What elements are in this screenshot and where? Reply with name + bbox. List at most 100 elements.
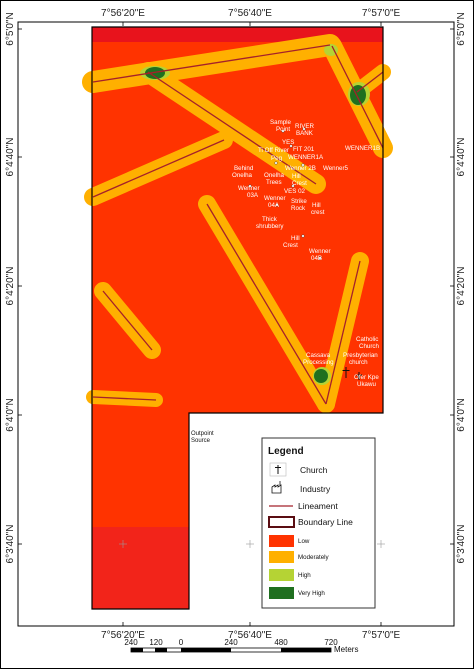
site-label: Crest xyxy=(283,242,298,249)
legend-title: Legend xyxy=(268,446,304,457)
site-labels: Sample Point RIVER BANK YES Ti Off River F… xyxy=(232,119,380,388)
site-label: Hill xyxy=(312,202,321,209)
outpoint-label: Outpoint Source xyxy=(191,431,214,444)
coord-label-left: 6°4'0"N xyxy=(5,398,16,431)
site-label: FIT 201 xyxy=(293,146,315,153)
site-label: Onelha xyxy=(232,172,253,179)
site-label: 04B xyxy=(311,255,322,262)
scale-units: Meters xyxy=(334,645,358,654)
site-label: WENNER1B xyxy=(345,145,380,152)
scale-tick-label: 120 xyxy=(149,638,163,647)
coord-label-right: 6°4'0"N xyxy=(456,398,467,431)
coord-label-left: 6°3'40"N xyxy=(5,525,16,564)
lineament-layer xyxy=(92,44,384,405)
scale-tick-label: 0 xyxy=(179,638,184,647)
church-icon xyxy=(275,465,281,474)
graticule-ticks xyxy=(18,22,454,626)
church-icon xyxy=(356,372,362,380)
graticule-crosses xyxy=(119,540,385,548)
site-label: Wenner5 xyxy=(323,165,349,172)
legend-boundary-label: Boundary Line xyxy=(298,517,353,527)
legend-high-label: High xyxy=(298,572,311,579)
legend-low-label: Low xyxy=(298,538,310,545)
legend-boundary: Boundary Line xyxy=(268,516,353,528)
coord-label-right: 6°4'40"N xyxy=(456,138,467,177)
site-label: Behind xyxy=(234,165,254,172)
coord-label-bottom: 7°57'0"E xyxy=(362,630,401,641)
site-label: Cassava xyxy=(306,352,331,359)
site-label: Wenner xyxy=(238,185,260,192)
site-label: Onelha xyxy=(264,172,285,179)
study-area-boundary xyxy=(91,26,384,610)
site-label: Thick xyxy=(262,216,278,223)
site-label: Hill xyxy=(291,235,300,242)
site-label: Wenner xyxy=(264,195,286,202)
site-label: Wenner 2B xyxy=(285,165,316,172)
factory-icon xyxy=(271,481,282,494)
coord-label-left: 6°5'0"N xyxy=(5,12,16,45)
site-label: church xyxy=(349,359,368,366)
scale-tick-label: 480 xyxy=(274,638,288,647)
coord-label-right: 6°3'40"N xyxy=(456,525,467,564)
coord-label-right: 6°4'20"N xyxy=(456,267,467,306)
site-label: Ukawu xyxy=(357,381,376,388)
site-label: Point xyxy=(276,126,290,133)
coord-label-bottom: 7°56'20"E xyxy=(101,630,145,641)
site-label: Rock xyxy=(291,205,306,212)
site-label: 03A xyxy=(247,192,259,199)
site-label: Presbyterian xyxy=(343,352,378,359)
site-label: Crest xyxy=(292,180,307,187)
coord-label-top: 7°56'20"E xyxy=(101,8,145,19)
legend-industry-label: Industry xyxy=(300,484,331,494)
legend-industry: Industry xyxy=(271,481,331,494)
church-icon xyxy=(342,367,350,378)
site-label: Ti Off River xyxy=(258,147,289,154)
scale-tick-label: 720 xyxy=(324,638,338,647)
legend-high: High xyxy=(269,569,311,581)
legend-moderately-label: Moderately xyxy=(298,554,330,561)
scale-tick-label: 240 xyxy=(224,638,238,647)
legend-lineament: Lineament xyxy=(269,501,338,511)
legend-moderately: Moderately xyxy=(269,551,330,563)
coord-label-right: 6°5'0"N xyxy=(456,12,467,45)
coord-label-top: 7°56'40"E xyxy=(228,8,272,19)
scale-bar: 240 120 0 240 480 720 Meters xyxy=(124,638,358,654)
site-label: Processing xyxy=(303,359,334,366)
site-label: Hill xyxy=(292,173,301,180)
site-label: Catholic xyxy=(356,336,378,343)
site-label: BANK xyxy=(296,130,314,137)
coord-label-left: 6°4'40"N xyxy=(5,138,16,177)
coord-label-left: 6°4'20"N xyxy=(5,267,16,306)
legend: Legend Church Industry Lineament Boundar… xyxy=(261,437,376,609)
site-label: YES xyxy=(282,139,294,146)
site-label: Peg xyxy=(271,155,283,162)
scale-tick-label: 240 xyxy=(124,638,138,647)
site-label: Ofer Kpe xyxy=(354,374,379,381)
site-markers xyxy=(248,127,322,260)
site-label: WENNER1A xyxy=(288,154,324,161)
legend-church: Church xyxy=(269,462,328,477)
legend-low: Low xyxy=(269,535,310,547)
legend-lineament-label: Lineament xyxy=(298,501,338,511)
site-label: Sample xyxy=(270,119,292,126)
legend-very-high-label: Very High xyxy=(298,590,325,597)
site-label: Church xyxy=(359,343,380,350)
site-label: Trees xyxy=(266,179,282,186)
site-label: Strike xyxy=(291,198,307,205)
legend-church-label: Church xyxy=(300,465,328,475)
